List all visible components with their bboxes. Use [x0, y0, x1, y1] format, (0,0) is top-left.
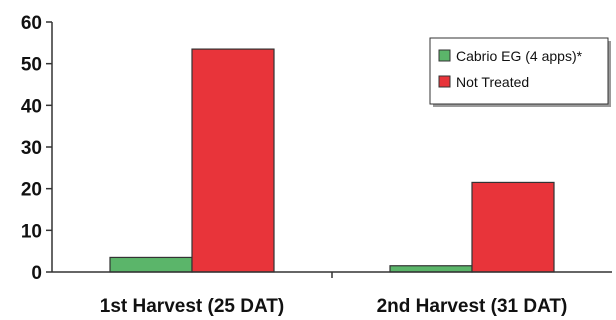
- x-category-label: 1st Harvest (25 DAT): [100, 296, 284, 317]
- legend-label: Cabrio EG (4 apps)*: [456, 48, 583, 64]
- y-tick-label: 0: [31, 263, 42, 284]
- y-tick-label: 60: [21, 13, 42, 34]
- y-tick-label: 30: [21, 138, 42, 159]
- legend: Cabrio EG (4 apps)* Not Treated: [429, 37, 611, 107]
- legend-swatch: [438, 75, 451, 88]
- bar-cabrio-1: [109, 256, 193, 273]
- bar-cabrio-2: [389, 265, 473, 273]
- y-tick-label: 40: [21, 96, 42, 117]
- bar-not-treated-2: [471, 181, 555, 273]
- legend-label: Not Treated: [456, 74, 529, 90]
- y-tick-label: 10: [21, 221, 42, 242]
- x-category-label: 2nd Harvest (31 DAT): [377, 296, 568, 317]
- y-axis: 0 10 20 30 40 50 60: [21, 13, 53, 284]
- y-tick-label: 50: [21, 55, 42, 76]
- y-tick-label: 20: [21, 180, 42, 201]
- x-axis: 1st Harvest (25 DAT) 2nd Harvest (31 DAT): [52, 271, 612, 317]
- bars: [109, 48, 555, 273]
- legend-swatch: [438, 49, 451, 62]
- legend-box: [429, 37, 609, 105]
- bar-not-treated-1: [191, 48, 275, 273]
